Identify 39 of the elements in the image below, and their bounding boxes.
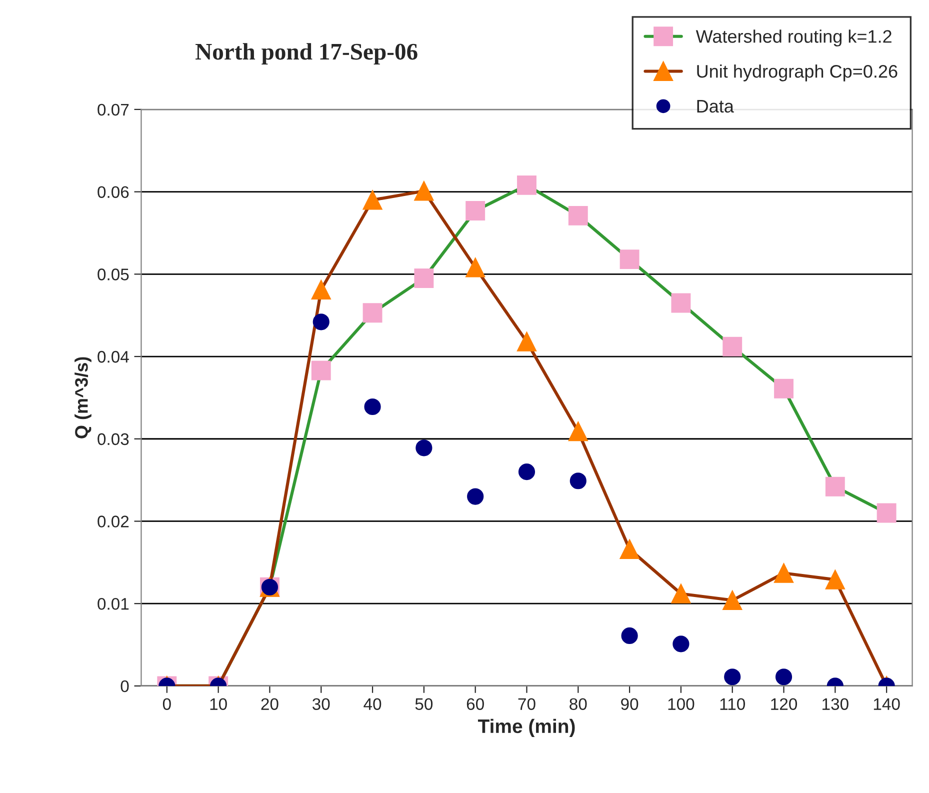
point (775, 668, 792, 686)
x-tick-label: 100 (668, 698, 694, 710)
legend-label: Data (697, 100, 734, 113)
point (467, 488, 484, 505)
point (570, 472, 586, 490)
x-tick-label: 20 (261, 698, 278, 710)
x-tick-label: 90 (621, 698, 638, 710)
y-tick-label: 0.05 (98, 268, 129, 280)
y-tick-label: 0.06 (98, 186, 129, 198)
x-tick-label: 40 (364, 698, 382, 710)
point (312, 314, 330, 330)
point (518, 464, 536, 480)
x-tick-label: 60 (466, 698, 484, 710)
y-tick-label: 0 (120, 680, 129, 692)
x-tick-label: 0 (162, 698, 171, 710)
x-tick-label: 130 (822, 698, 848, 710)
y-tick-label: 0.01 (98, 598, 129, 610)
x-tick-label: 110 (720, 698, 745, 710)
x-tick-label: 120 (771, 698, 798, 710)
point (724, 668, 741, 686)
point (672, 636, 690, 652)
y-tick-label: 0.04 (98, 350, 129, 363)
x-tick-label: 80 (570, 698, 587, 710)
x-tick-label: 50 (415, 698, 433, 710)
point (416, 440, 432, 456)
y-tick-label: 0.03 (98, 433, 129, 446)
x-tick-label: 30 (312, 698, 330, 710)
legend-label: Unit hydrograph Cp=0.26 (697, 64, 898, 82)
y-tick-label: 0.07 (98, 104, 129, 116)
y-tick-label: 0.02 (98, 516, 129, 528)
legend-label: Watershed routing k=1.2 (696, 30, 892, 46)
x-tick-label: 10 (210, 698, 227, 710)
y-axis-title: Q (m^3/s) (74, 357, 92, 438)
x-axis-title: Time (min) (478, 718, 575, 737)
chart-title: North pond 17-Sep-06 (196, 43, 418, 65)
x-tick-label: 70 (518, 698, 536, 710)
point (621, 627, 638, 644)
x-tick-label: 140 (874, 698, 900, 710)
point (364, 398, 381, 416)
